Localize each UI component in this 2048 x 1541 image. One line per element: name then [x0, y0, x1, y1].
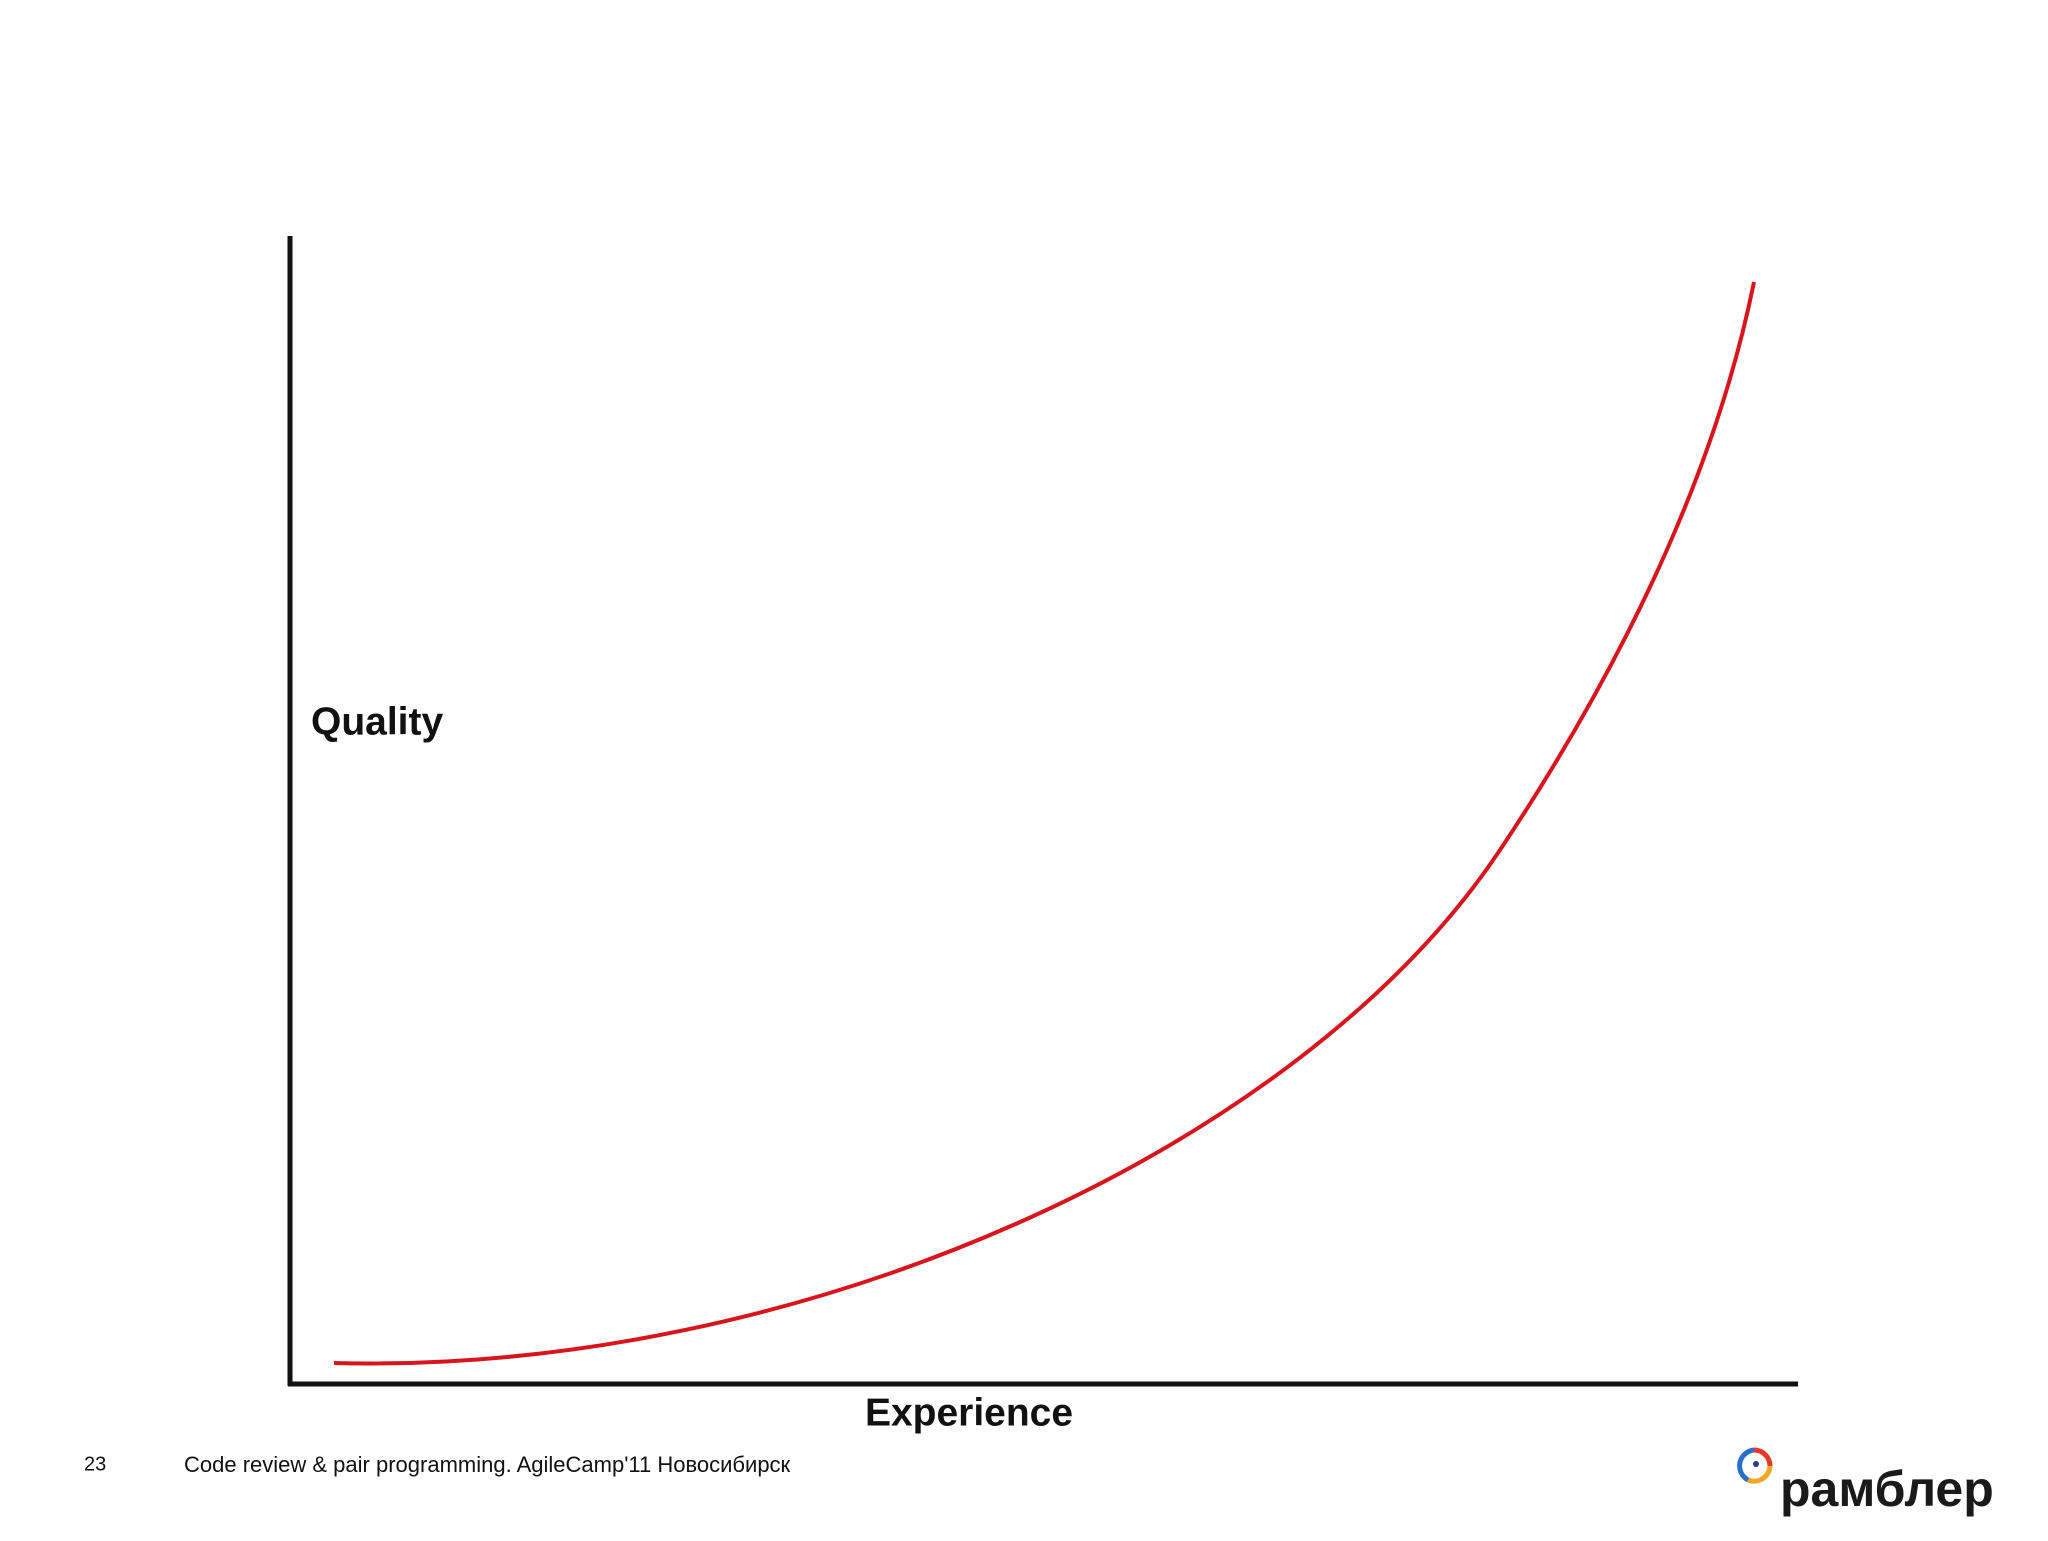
y-axis-label: Quality — [311, 700, 444, 743]
x-axis-label: Experience — [865, 1391, 1073, 1434]
logo-icon — [1737, 1447, 1773, 1484]
growth-curve — [333, 281, 1756, 1366]
logo-text: рамблер — [1780, 1461, 1994, 1517]
footer-text: Code review & pair programming. AgileCam… — [184, 1452, 791, 1477]
page-number: 23 — [84, 1453, 106, 1475]
